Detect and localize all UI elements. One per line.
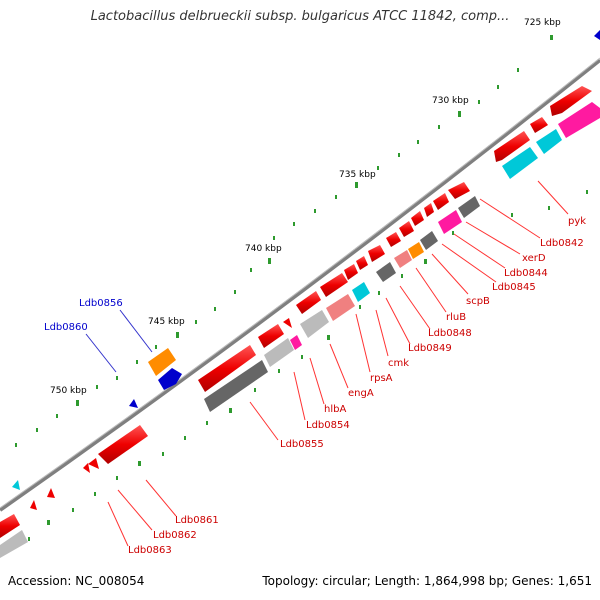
kbp-label-735: 735 kbp	[339, 170, 376, 180]
gray-feature[interactable]	[264, 338, 294, 367]
gene-label[interactable]: Ldb0854	[306, 420, 350, 431]
position-ticks	[15, 35, 588, 541]
cds-arrow[interactable]	[0, 514, 20, 538]
gene-label[interactable]: Ldb0863	[128, 545, 172, 556]
genome-backbone	[0, 58, 600, 512]
genome-summary-text: Topology: circular; Length: 1,864,998 bp…	[262, 574, 592, 588]
cds-arrow[interactable]	[411, 211, 424, 226]
kbp-label-745: 745 kbp	[148, 317, 185, 327]
cyan-feature[interactable]	[502, 147, 538, 179]
magenta-feature[interactable]	[438, 210, 462, 234]
label-leader-lines	[107, 180, 569, 547]
orange-feature[interactable]	[408, 242, 424, 259]
cds-arrow[interactable]	[399, 221, 414, 237]
gene-label[interactable]: pyk	[568, 216, 586, 227]
gene-label[interactable]: engA	[348, 388, 374, 399]
pink-feature[interactable]	[326, 294, 355, 321]
gene-label[interactable]: Ldb0845	[492, 282, 536, 293]
magenta-feature[interactable]	[558, 102, 600, 138]
kbp-label-730: 730 kbp	[432, 96, 469, 106]
cds-arrow[interactable]	[386, 232, 401, 247]
gene-label[interactable]: Ldb0848	[428, 328, 472, 339]
gray-feature[interactable]	[300, 310, 329, 338]
gray-feature[interactable]	[204, 360, 268, 412]
map-title: Lactobacillus delbrueckii subsp. bulgari…	[90, 9, 510, 24]
gene-label[interactable]: Ldb0849	[408, 343, 452, 354]
cds-arrow[interactable]	[88, 458, 99, 469]
gene-label[interactable]: scpB	[466, 296, 490, 307]
magenta-feature[interactable]	[290, 335, 302, 350]
gene-label[interactable]: Ldb0855	[280, 439, 324, 450]
gene-label[interactable]: xerD	[522, 253, 546, 264]
cds-arrow[interactable]	[494, 131, 530, 162]
gray-feature[interactable]	[420, 231, 438, 250]
blue-feature-marker[interactable]	[594, 30, 600, 40]
cds-forward-strand	[0, 86, 592, 538]
cds-arrow[interactable]	[344, 264, 358, 280]
cyan-feature[interactable]	[536, 129, 562, 154]
cds-marker[interactable]	[30, 500, 37, 510]
cds-arrow[interactable]	[283, 318, 292, 328]
cds-arrow[interactable]	[198, 345, 256, 392]
label-leader-lines-blue	[85, 309, 153, 373]
blue-feature-marker[interactable]	[129, 399, 138, 408]
feature-blocks	[0, 102, 600, 558]
accession-text: Accession: NC_008054	[8, 574, 145, 588]
cds-arrow[interactable]	[424, 203, 434, 217]
cds-arrow[interactable]	[296, 291, 321, 314]
kbp-label-740: 740 kbp	[245, 244, 282, 254]
blue-feature[interactable]	[158, 368, 182, 390]
cyan-feature-marker[interactable]	[12, 480, 20, 490]
cds-arrow[interactable]	[448, 182, 470, 199]
pink-feature[interactable]	[394, 250, 412, 268]
cds-arrow[interactable]	[550, 86, 592, 116]
gene-label[interactable]: Ldb0860	[44, 322, 88, 333]
cds-arrow[interactable]	[98, 425, 148, 464]
genome-backbone-highlight	[0, 57, 600, 509]
gene-label[interactable]: rpsA	[370, 373, 393, 384]
gene-label[interactable]: Ldb0856	[79, 298, 123, 309]
cyan-feature[interactable]	[352, 282, 370, 302]
cds-arrow[interactable]	[356, 256, 368, 270]
gene-label[interactable]: rluB	[446, 312, 466, 323]
orange-feature[interactable]	[148, 348, 176, 376]
gene-label[interactable]: Ldb0842	[540, 238, 584, 249]
gene-label[interactable]: cmk	[388, 358, 409, 369]
cds-arrow[interactable]	[83, 463, 90, 473]
gray-feature[interactable]	[458, 196, 480, 218]
cds-arrow[interactable]	[320, 273, 348, 297]
gray-feature[interactable]	[0, 530, 28, 558]
gene-label[interactable]: hlbA	[324, 404, 346, 415]
gene-label[interactable]: Ldb0862	[153, 530, 197, 541]
cds-arrow[interactable]	[530, 117, 548, 133]
cds-arrow[interactable]	[433, 193, 449, 210]
kbp-label-750: 750 kbp	[50, 386, 87, 396]
cds-arrow[interactable]	[368, 245, 385, 262]
cds-marker[interactable]	[47, 488, 55, 498]
gene-label[interactable]: Ldb0844	[504, 268, 548, 279]
gray-feature[interactable]	[376, 262, 396, 282]
cds-arrow[interactable]	[258, 324, 284, 348]
gene-label[interactable]: Ldb0861	[175, 515, 219, 526]
kbp-label-725: 725 kbp	[524, 18, 561, 28]
